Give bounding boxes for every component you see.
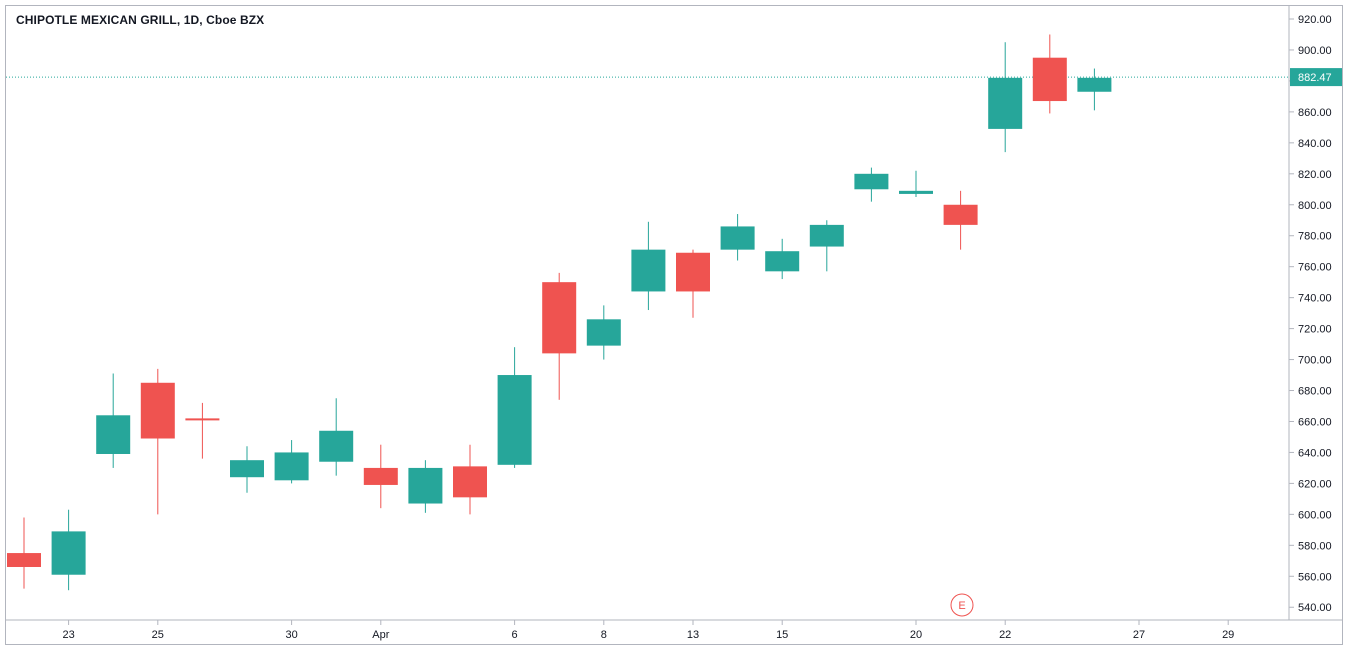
- earnings-marker-label: E: [958, 600, 965, 612]
- candle[interactable]: [7, 517, 41, 589]
- candle-body: [988, 77, 1023, 129]
- time-tick-label: 27: [1133, 629, 1145, 641]
- price-tick-label: 640.00: [1298, 447, 1332, 459]
- candle-body: [854, 173, 889, 190]
- price-tick-label: 900.00: [1298, 45, 1332, 57]
- candle[interactable]: [676, 249, 710, 318]
- candle[interactable]: [274, 440, 309, 484]
- time-tick-label: 30: [285, 629, 297, 641]
- candle-body: [809, 224, 844, 247]
- candle-body: [1077, 77, 1112, 92]
- last-price-label-bg: [1290, 68, 1342, 87]
- price-tick-label: 660.00: [1298, 416, 1332, 428]
- candle-body: [185, 418, 220, 421]
- candle[interactable]: [51, 509, 86, 591]
- time-tick-label: 13: [687, 629, 699, 641]
- earnings-marker-circle[interactable]: [950, 593, 974, 617]
- candles-group: [7, 34, 1112, 591]
- candle[interactable]: [408, 460, 443, 513]
- candle-body: [140, 382, 175, 439]
- chart-frame: [5, 5, 1343, 645]
- last-price-label: 882.47: [1298, 72, 1332, 84]
- candle[interactable]: [542, 272, 577, 400]
- candle-body: [408, 467, 443, 504]
- price-tick-label: 740.00: [1298, 293, 1332, 305]
- candle-body: [319, 430, 354, 462]
- price-tick-label: 920.00: [1298, 14, 1332, 26]
- candle-body: [1032, 57, 1067, 102]
- candle-body: [720, 226, 755, 250]
- candle-body: [943, 204, 978, 225]
- candle[interactable]: [185, 402, 220, 459]
- candle-body: [7, 553, 41, 567]
- candle[interactable]: [586, 305, 621, 360]
- candle-body: [899, 190, 933, 194]
- price-axis[interactable]: 920.00900.00880.00860.00840.00820.00800.…: [1288, 6, 1342, 620]
- price-tick-label: 580.00: [1298, 540, 1332, 552]
- time-tick-label: 6: [512, 629, 518, 641]
- chart-title: CHIPOTLE MEXICAN GRILL, 1D, Cboe BZX: [16, 13, 265, 27]
- price-tick-label: 780.00: [1298, 231, 1332, 243]
- candle[interactable]: [854, 167, 889, 202]
- earnings-marker-group: E: [950, 593, 974, 617]
- candle[interactable]: [988, 42, 1023, 153]
- price-tick-label: 760.00: [1298, 262, 1332, 274]
- candle-body: [497, 375, 532, 465]
- candle-body: [363, 467, 398, 485]
- candle[interactable]: [453, 444, 487, 515]
- price-tick-label: 860.00: [1298, 107, 1332, 119]
- time-tick-label: 25: [152, 629, 164, 641]
- candle[interactable]: [765, 238, 800, 280]
- candle[interactable]: [230, 446, 264, 493]
- time-tick-label: 23: [62, 629, 74, 641]
- price-tick-label: 800.00: [1298, 200, 1332, 212]
- candle[interactable]: [631, 221, 666, 311]
- candle-body: [676, 252, 710, 292]
- candle[interactable]: [319, 398, 354, 476]
- candle[interactable]: [899, 170, 933, 198]
- price-tick-label: 540.00: [1298, 602, 1332, 614]
- candle-body: [96, 415, 131, 454]
- time-tick-label: 22: [999, 629, 1011, 641]
- time-tick-label: 15: [776, 629, 788, 641]
- candle-body: [453, 466, 487, 498]
- price-tick-label: 680.00: [1298, 386, 1332, 398]
- candle[interactable]: [96, 373, 131, 468]
- price-tick-label: 720.00: [1298, 324, 1332, 336]
- time-tick-label: 20: [910, 629, 922, 641]
- candle[interactable]: [809, 220, 844, 272]
- candle[interactable]: [1032, 34, 1067, 114]
- candle[interactable]: [1077, 68, 1112, 111]
- time-tick-label: 8: [601, 629, 607, 641]
- candle-body: [631, 249, 666, 292]
- candle-body: [586, 319, 621, 346]
- time-tick-label: Apr: [372, 629, 389, 641]
- candle-body: [230, 460, 264, 478]
- candle[interactable]: [363, 444, 398, 509]
- price-tick-label: 600.00: [1298, 509, 1332, 521]
- candle-body: [765, 251, 800, 272]
- candle[interactable]: [497, 347, 532, 468]
- price-tick-label: 560.00: [1298, 571, 1332, 583]
- price-tick-label: 840.00: [1298, 138, 1332, 150]
- candle-body: [51, 531, 86, 575]
- candle-body: [274, 452, 309, 481]
- price-tick-label: 820.00: [1298, 169, 1332, 181]
- candle-body: [542, 282, 577, 354]
- time-tick-label: 29: [1222, 629, 1234, 641]
- price-tick-label: 620.00: [1298, 478, 1332, 490]
- candle[interactable]: [943, 190, 978, 250]
- candle[interactable]: [140, 368, 175, 515]
- time-axis[interactable]: 23 25 30 Apr 6 8 13 15 20 22 27 29: [6, 619, 1343, 641]
- candle[interactable]: [720, 214, 755, 261]
- price-tick-label: 700.00: [1298, 355, 1332, 367]
